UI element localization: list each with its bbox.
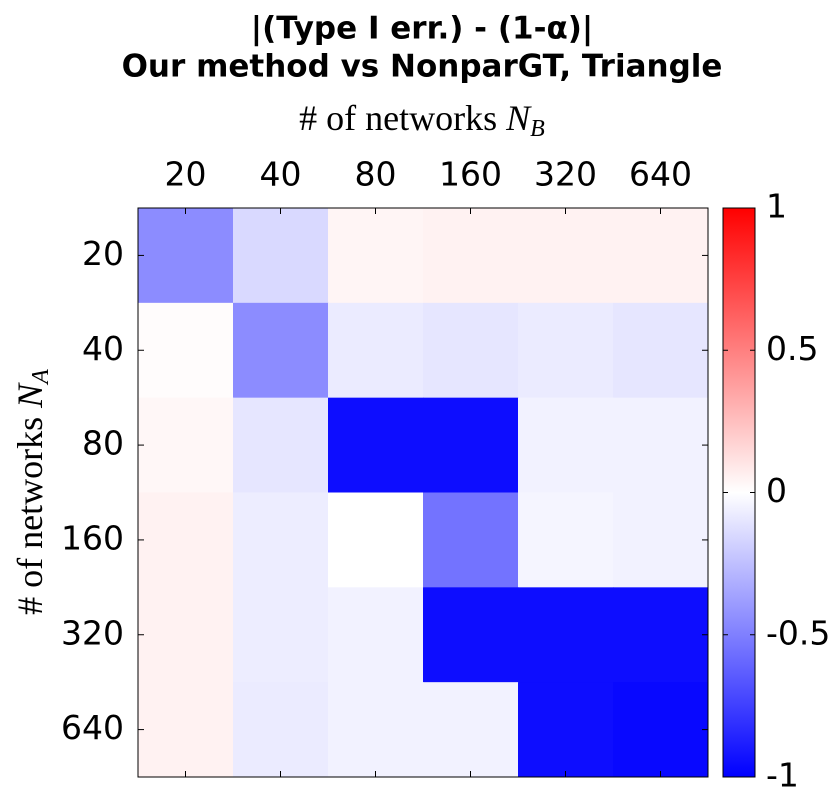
heatmap-cell	[328, 208, 424, 304]
heatmap-cell	[328, 682, 424, 778]
heatmap-cell	[613, 492, 709, 588]
colorbar-tick-label: -1	[766, 756, 799, 794]
x-tick-label: 20	[165, 155, 207, 194]
x-tick-label: 320	[534, 155, 597, 194]
y-tick-label: 320	[61, 613, 124, 652]
heatmap-cell	[328, 587, 424, 683]
colorbar-tick-label: 1	[766, 187, 787, 226]
y-tick-label: 20	[82, 234, 124, 273]
heatmap-cell	[423, 682, 519, 778]
colorbar-tick-label: 0	[766, 471, 787, 510]
colorbar-tick-label: -0.5	[766, 613, 830, 652]
x-tick-label: 80	[355, 155, 397, 194]
y-tick-label: 160	[61, 518, 124, 557]
heatmap-cell	[518, 682, 614, 778]
heatmap-cell	[233, 492, 329, 588]
heatmap-cell	[138, 302, 234, 399]
heatmap-cell	[423, 208, 519, 304]
heatmap-cell	[613, 397, 709, 493]
heatmap-cell	[328, 492, 424, 588]
heatmap-cell	[138, 208, 234, 304]
heatmap-cell	[613, 302, 709, 399]
x-tick-label: 160	[439, 155, 502, 194]
heatmap-cell	[518, 492, 614, 588]
heatmap-cell	[233, 682, 329, 778]
y-tick-label: 80	[82, 424, 124, 463]
heatmap-cell	[613, 208, 709, 304]
heatmap-cell	[613, 682, 709, 778]
heatmap-cell	[613, 587, 709, 683]
heatmap-cell	[518, 587, 614, 683]
heatmap-cell	[233, 397, 329, 493]
heatmap-cell	[423, 492, 519, 588]
heatmap-cell	[138, 492, 234, 588]
heatmap-cell	[233, 587, 329, 683]
heatmap-cell	[138, 682, 234, 778]
heatmap-cell	[423, 302, 519, 399]
heatmap-cell	[518, 208, 614, 304]
heatmap-cell	[233, 208, 329, 304]
heatmap-cell	[328, 397, 424, 493]
chart-subtitle: Our method vs NonparGT, Triangle	[122, 49, 723, 85]
heatmap-cell	[423, 397, 519, 493]
y-tick-label: 40	[82, 329, 124, 368]
heatmap-cell	[518, 397, 614, 493]
y-axis-label: # of networks NA	[10, 369, 53, 615]
heatmap-cell	[138, 397, 234, 493]
heatmap-cell	[233, 302, 329, 399]
x-tick-label: 640	[629, 155, 692, 194]
colorbar-tick-label: 0.5	[766, 329, 818, 368]
plot-frame	[137, 207, 709, 778]
heatmap-cell	[423, 587, 519, 683]
x-tick-label: 40	[260, 155, 302, 194]
x-axis-label: # of networks NB	[299, 98, 545, 141]
heatmap-cell	[518, 302, 614, 399]
chart-title: |(Type I err.) - (1-α)|	[251, 11, 593, 47]
heatmap-cell	[328, 302, 424, 399]
y-tick-label: 640	[61, 708, 124, 747]
heatmap-cell	[138, 587, 234, 683]
